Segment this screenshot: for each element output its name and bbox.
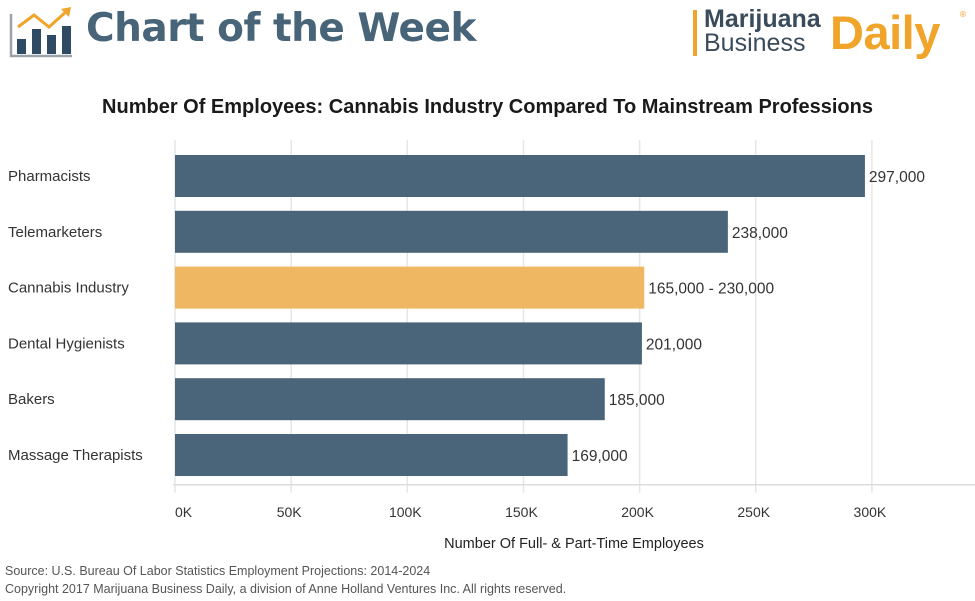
- x-tick-label: 50K: [277, 504, 303, 520]
- category-label: Dental Hygienists: [8, 335, 125, 352]
- value-label: 185,000: [609, 392, 665, 409]
- source-note: Source: U.S. Bureau Of Labor Statistics …: [5, 564, 431, 578]
- rising-bar-chart-icon: [9, 7, 72, 58]
- bar-dental-hygienists: [175, 322, 642, 365]
- category-label: Bakers: [8, 391, 55, 408]
- section-title: Chart of the Week: [86, 6, 476, 51]
- bar-bakers: [175, 378, 605, 421]
- brand-line-daily: Daily: [830, 6, 940, 59]
- footer: Source: U.S. Bureau Of Labor Statistics …: [5, 562, 566, 598]
- category-label: Massage Therapists: [8, 447, 143, 464]
- x-tick-label: 150K: [505, 504, 538, 520]
- x-tick-label: 200K: [621, 504, 654, 520]
- brand-divider: [693, 10, 697, 56]
- x-tick-label: 250K: [737, 504, 770, 520]
- registered-mark: ®: [959, 10, 967, 19]
- bar-telemarketers: [175, 210, 728, 253]
- value-label: 297,000: [869, 169, 925, 186]
- brand-line-business: Business: [704, 29, 806, 57]
- value-label: 201,000: [646, 336, 702, 353]
- category-label: Cannabis Industry: [8, 280, 129, 297]
- category-label: Pharmacists: [8, 168, 91, 185]
- header: Chart of the Week Marijuana Business Dai…: [0, 0, 975, 75]
- bar-pharmacists: [175, 155, 865, 197]
- brand-line-marijuana: Marijuana: [704, 5, 821, 33]
- x-tick-label: 0K: [175, 504, 193, 520]
- x-axis-label: Number Of Full- & Part-Time Employees: [444, 536, 704, 552]
- value-label: 238,000: [732, 225, 788, 242]
- x-tick-label: 100K: [389, 504, 422, 520]
- brand-logo: Marijuana Business Daily ®: [690, 6, 975, 62]
- bar-massage-therapists: [175, 434, 568, 476]
- x-tick-label: 300K: [854, 504, 887, 520]
- bar-chart: 0K 50K 100K 150K 200K 250K 300K Number Of Full-…: [8, 140, 975, 552]
- bar-cannabis-industry: [175, 266, 645, 309]
- value-label: 169,000: [572, 448, 628, 465]
- chart-title: Number Of Employees: Cannabis Industry C…: [102, 96, 873, 118]
- value-label: 165,000 - 230,000: [648, 281, 774, 298]
- copyright-note: Copyright 2017 Marijuana Business Daily,…: [5, 582, 567, 596]
- category-label: Telemarketers: [8, 224, 102, 241]
